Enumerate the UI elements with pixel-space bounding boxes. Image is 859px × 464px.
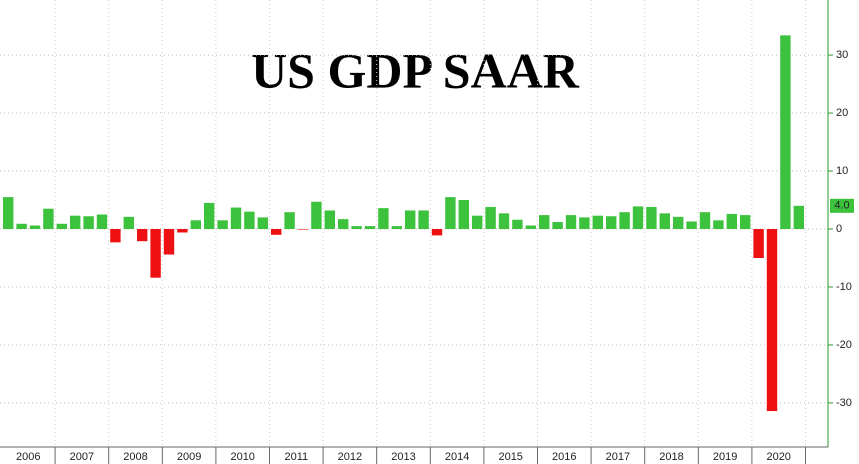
bar bbox=[539, 215, 550, 230]
bar bbox=[163, 229, 175, 255]
x-tick-label: 2018 bbox=[659, 451, 683, 463]
y-tick-label: 0 bbox=[836, 223, 842, 235]
x-tick-label: 2017 bbox=[606, 451, 630, 463]
value-label-box bbox=[830, 198, 854, 213]
bar bbox=[565, 215, 577, 230]
bar bbox=[338, 219, 349, 230]
x-tick-label: 2011 bbox=[284, 451, 308, 463]
bar bbox=[699, 212, 711, 230]
bar bbox=[726, 213, 737, 230]
x-tick-label: 2013 bbox=[391, 451, 415, 463]
x-tick-label: 2012 bbox=[338, 451, 362, 463]
bar bbox=[740, 215, 751, 230]
chart-title: US GDP SAAR bbox=[251, 42, 580, 98]
bar bbox=[257, 217, 268, 230]
bar bbox=[311, 201, 322, 230]
bar bbox=[713, 220, 724, 230]
bar bbox=[458, 200, 469, 230]
bar bbox=[766, 229, 778, 412]
y-tick-label: 30 bbox=[836, 49, 848, 61]
bar bbox=[244, 211, 255, 230]
bar bbox=[177, 229, 188, 233]
x-tick-label: 2016 bbox=[552, 451, 576, 463]
bar bbox=[217, 220, 228, 230]
x-tick-label: 2007 bbox=[70, 451, 94, 463]
value-label: 4.0 bbox=[834, 200, 849, 212]
bar bbox=[780, 35, 791, 230]
bar bbox=[579, 217, 590, 230]
y-tick-label: 10 bbox=[836, 165, 848, 177]
bar bbox=[686, 221, 697, 230]
bar bbox=[351, 226, 362, 230]
bar bbox=[70, 215, 81, 230]
bar bbox=[592, 215, 603, 230]
bar bbox=[632, 206, 644, 230]
bar bbox=[123, 216, 134, 230]
bar bbox=[96, 214, 108, 230]
x-tick-label: 2020 bbox=[766, 451, 790, 463]
bar bbox=[793, 205, 804, 230]
bar bbox=[753, 229, 764, 258]
bar bbox=[525, 225, 536, 230]
x-tick-label: 2010 bbox=[230, 451, 254, 463]
x-tick-label: 2009 bbox=[177, 451, 201, 463]
bar bbox=[646, 206, 657, 230]
x-tick-label: 2015 bbox=[498, 451, 522, 463]
bar bbox=[391, 226, 402, 230]
bar bbox=[552, 222, 563, 230]
bar bbox=[485, 206, 496, 230]
bar bbox=[472, 215, 483, 230]
bar bbox=[606, 216, 617, 230]
bar bbox=[673, 216, 684, 230]
bar bbox=[29, 225, 41, 230]
bar bbox=[378, 208, 389, 230]
bar bbox=[324, 210, 335, 230]
bar bbox=[137, 229, 148, 242]
x-tick-label: 2008 bbox=[123, 451, 147, 463]
x-tick-label: 2006 bbox=[16, 451, 40, 463]
bar bbox=[619, 212, 630, 230]
bar bbox=[83, 216, 94, 230]
bar bbox=[431, 229, 443, 236]
bar bbox=[43, 208, 54, 230]
bar bbox=[204, 202, 215, 230]
bar bbox=[659, 213, 670, 230]
bar bbox=[150, 229, 161, 278]
bar bbox=[190, 220, 201, 230]
bar bbox=[230, 207, 242, 230]
y-tick-label: -30 bbox=[836, 397, 852, 409]
bar bbox=[16, 223, 27, 230]
bar bbox=[418, 210, 429, 230]
bar bbox=[3, 197, 14, 230]
bar bbox=[498, 213, 510, 230]
bar bbox=[405, 210, 416, 230]
x-tick-label: 2019 bbox=[713, 451, 737, 463]
y-tick-label: 20 bbox=[836, 107, 848, 119]
bar bbox=[110, 229, 121, 243]
bar bbox=[284, 212, 295, 230]
bar bbox=[56, 223, 67, 230]
bar bbox=[271, 229, 282, 235]
bar bbox=[297, 229, 309, 230]
x-tick-label: 2014 bbox=[445, 451, 469, 463]
bar bbox=[364, 226, 376, 230]
bar bbox=[512, 219, 523, 230]
y-tick-label: -10 bbox=[836, 281, 852, 293]
bar bbox=[445, 197, 456, 230]
y-tick-label: -20 bbox=[836, 339, 852, 351]
